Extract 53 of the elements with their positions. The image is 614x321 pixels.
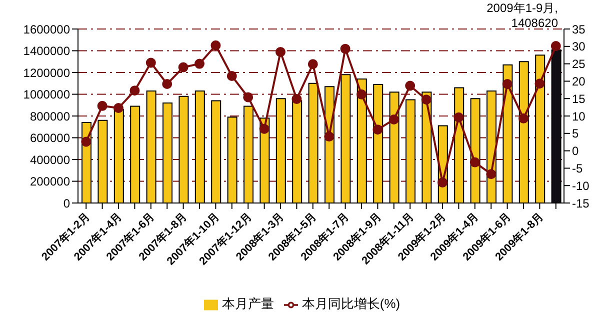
y2-tick-label: -10: [572, 178, 590, 193]
point: [97, 100, 108, 111]
point: [340, 44, 350, 54]
y2-tick-label: 35: [572, 22, 586, 36]
point: [276, 46, 286, 57]
point: [243, 92, 254, 102]
point: [454, 112, 464, 122]
y-tick-label: 200000: [30, 174, 70, 189]
point: [421, 94, 432, 105]
point: [162, 78, 172, 89]
y2-tick-label: 5: [572, 126, 579, 141]
point: [486, 169, 496, 180]
y-tick-label: 1400000: [23, 44, 70, 58]
y-tick-label: 600000: [30, 131, 70, 146]
point: [518, 113, 528, 124]
y2-tick-label: 10: [572, 109, 586, 124]
point: [210, 40, 221, 50]
y-tick-label: 800000: [30, 109, 70, 124]
y2-tick-label: -5: [572, 161, 583, 176]
y-tick-label: 1000000: [23, 88, 70, 102]
point: [388, 114, 399, 124]
point: [308, 59, 318, 70]
y-tick-label: 1600000: [23, 22, 70, 36]
point: [81, 136, 92, 147]
point: [178, 62, 188, 72]
y2-tick-label: 30: [572, 40, 586, 54]
point: [438, 177, 448, 188]
point: [226, 70, 237, 81]
legend-label: 本月同比增长(%): [302, 296, 400, 311]
point: [114, 102, 124, 113]
point: [194, 58, 204, 69]
point: [534, 78, 545, 89]
point: [292, 94, 302, 104]
point: [324, 132, 334, 142]
annotation: 2009年1-9月, 1408620: [486, 1, 558, 31]
y-tick-label: 1200000: [23, 66, 70, 80]
point: [470, 157, 480, 168]
point: [405, 80, 416, 91]
point: [550, 41, 561, 52]
y-tick-label: 0: [63, 196, 70, 210]
y-tick-label: 400000: [30, 152, 70, 167]
point: [356, 89, 366, 100]
point: [372, 124, 383, 135]
y2-tick-label: 20: [572, 74, 586, 88]
point: [146, 58, 156, 68]
point: [130, 86, 140, 96]
point: [502, 78, 512, 89]
y2-tick-label: 0: [572, 144, 579, 158]
y2-tick-label: -15: [572, 196, 590, 210]
point: [259, 124, 270, 134]
y2-tick-label: 15: [572, 92, 586, 106]
y2-tick-label: 25: [572, 57, 586, 72]
legend-label: 本月产量: [222, 296, 274, 311]
